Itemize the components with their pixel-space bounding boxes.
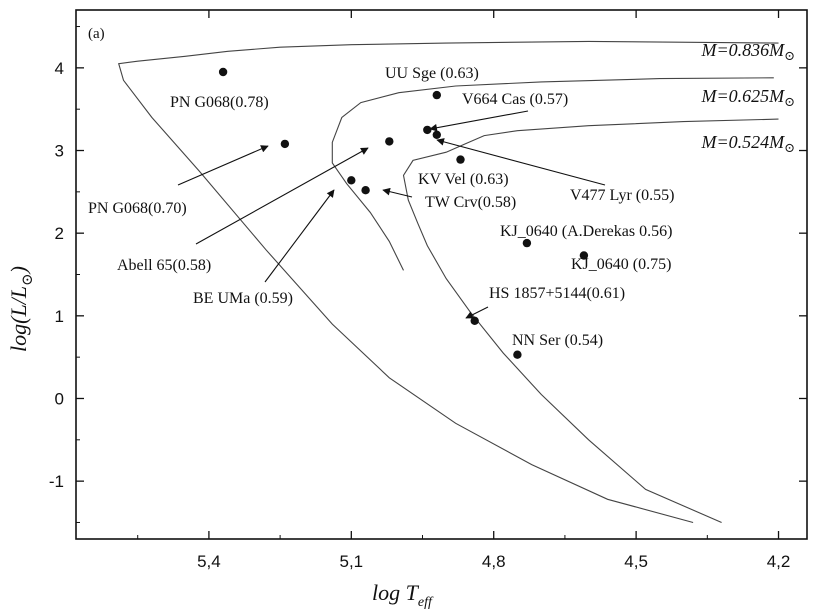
x-axis-title: log Teff <box>372 580 434 610</box>
x-tick-label: 4,2 <box>767 552 791 571</box>
data-point-9 <box>456 155 465 164</box>
point-label-6: UU Sge (0.63) <box>385 65 479 82</box>
point-label-11: KJ_0640 (0.75) <box>571 256 671 273</box>
x-axis-title-subscript: eff <box>418 595 434 610</box>
annotation-arrow-5 <box>382 187 413 198</box>
track-line-1 <box>117 40 779 524</box>
y-tick-label: 3 <box>55 142 64 161</box>
data-point-12 <box>470 316 479 325</box>
point-label-4: BE UMa (0.59) <box>193 290 293 307</box>
data-point-1 <box>218 67 228 77</box>
x-tick-label: 5,4 <box>197 552 221 571</box>
data-point-6 <box>432 90 441 100</box>
annotation-arrow-4 <box>264 189 335 283</box>
y-tick-label: 0 <box>55 389 64 408</box>
panel-label: (a) <box>88 26 105 42</box>
y-axis-title-subscript: ⊙ <box>20 273 36 286</box>
data-point-2 <box>280 139 290 149</box>
point-label-9: KV Vel (0.63) <box>418 171 509 188</box>
point-label-13: NN Ser (0.54) <box>512 332 603 349</box>
annotation-arrow-7 <box>429 110 529 132</box>
y-axis-title-close: ) <box>6 266 31 275</box>
point-label-8: V477 Lyr (0.55) <box>570 187 674 204</box>
annotations: PN G068(0.78) PN G068(0.70) Abell 65(0.58)… <box>88 65 674 349</box>
y-tick-label: 4 <box>55 59 64 78</box>
data-points <box>218 67 589 359</box>
y-tick-label: 2 <box>55 224 64 243</box>
data-point-13 <box>513 350 522 359</box>
annotation-arrow-12 <box>465 306 489 319</box>
data-point-4 <box>347 176 356 185</box>
point-label-10: KJ_0640 (A.Derekas 0.56) <box>500 223 672 240</box>
y-tick-label: 1 <box>55 307 64 326</box>
data-point-10 <box>522 238 532 248</box>
point-label-2: PN G068(0.70) <box>88 200 187 217</box>
point-label-12: HS 1857+5144(0.61) <box>489 285 625 302</box>
x-tick-label: 5,1 <box>339 552 363 571</box>
evolution-tracks: M=0.836M⊙ M=0.625M⊙ M=0.524M⊙ <box>117 40 795 524</box>
track-mass-label-3: M=0.524M⊙ <box>700 132 795 155</box>
point-label-5: TW Crv(0.58) <box>425 194 516 211</box>
axes: 5,4 5,1 4,8 4,5 4,2 -1 0 1 2 3 4 <box>49 10 807 571</box>
point-label-1: PN G068(0.78) <box>170 94 269 111</box>
annotation-arrow-2 <box>177 145 269 186</box>
annotation-arrow-3 <box>195 147 369 245</box>
data-point-8 <box>432 130 441 139</box>
y-tick-label: -1 <box>49 472 64 491</box>
y-axis-title: log(L/L⊙) <box>6 266 36 352</box>
data-point-5 <box>361 186 370 195</box>
data-point-3 <box>385 137 394 146</box>
track-line-2 <box>331 77 774 271</box>
data-point-7 <box>423 125 432 135</box>
annotation-arrow-8 <box>436 138 606 186</box>
track-line-3 <box>402 118 779 524</box>
track-mass-label-1: M=0.836M⊙ <box>700 40 795 63</box>
data-point-11 <box>579 251 589 260</box>
track-mass-label-2: M=0.625M⊙ <box>700 86 795 109</box>
x-tick-label: 4,8 <box>482 552 506 571</box>
plot-frame <box>75 9 808 540</box>
point-label-7: V664 Cas (0.57) <box>462 91 568 108</box>
point-label-3: Abell 65(0.58) <box>117 257 211 274</box>
x-tick-label: 4,5 <box>624 552 648 571</box>
